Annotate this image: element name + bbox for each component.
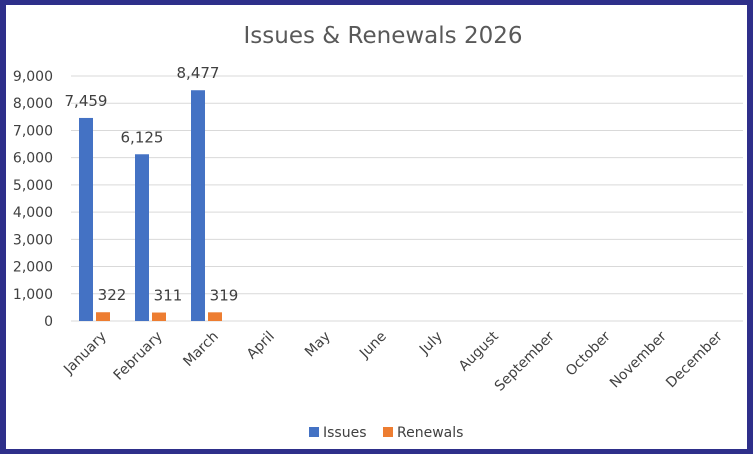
chart-frame: Issues & Renewals 2026 0 1,000 2,000 3,000 4… — [6, 5, 747, 449]
x-tick-label: June — [356, 329, 390, 363]
y-tick-label: 0 — [44, 314, 53, 330]
renewals-bar-february — [152, 312, 166, 321]
bars — [79, 90, 222, 322]
x-tick-label: December — [663, 328, 726, 391]
data-label: 311 — [154, 287, 183, 305]
x-tick-label: July — [416, 329, 446, 359]
x-axis-ticks: January February March April May June July Augu… — [60, 328, 726, 394]
issues-bar-february — [135, 154, 149, 321]
y-tick-label: 9,000 — [13, 69, 53, 85]
data-label: 7,459 — [65, 92, 108, 110]
x-tick-label: November — [607, 328, 670, 391]
data-label: 6,125 — [121, 128, 164, 146]
y-axis-ticks: 0 1,000 2,000 3,000 4,000 5,000 6,000 7,000 8,00… — [13, 69, 53, 330]
y-tick-label: 4,000 — [13, 205, 53, 221]
gridlines — [71, 75, 743, 322]
y-tick-label: 1,000 — [13, 287, 53, 303]
x-tick-label: October — [563, 328, 614, 379]
chart-title: Issues & Renewals 2026 — [244, 23, 523, 49]
x-tick-label: September — [492, 328, 558, 394]
y-tick-label: 6,000 — [13, 151, 53, 167]
bar-chart: Issues & Renewals 2026 0 1,000 2,000 3,000 4… — [13, 23, 743, 441]
data-label: 319 — [210, 286, 239, 304]
y-tick-label: 5,000 — [13, 178, 53, 194]
data-label: 8,477 — [177, 64, 220, 82]
y-tick-label: 7,000 — [13, 123, 53, 139]
y-tick-label: 2,000 — [13, 260, 53, 276]
renewals-legend-swatch — [383, 427, 393, 437]
issues-bar-january — [79, 117, 93, 321]
renewals-legend-label: Renewals — [397, 425, 463, 441]
x-tick-label: March — [180, 329, 221, 370]
data-label: 322 — [98, 286, 127, 304]
issues-legend-label: Issues — [323, 425, 367, 441]
y-tick-label: 3,000 — [13, 232, 53, 248]
x-tick-label: January — [60, 329, 110, 379]
legend: Issues Renewals — [309, 425, 463, 441]
x-tick-label: April — [244, 329, 278, 363]
x-tick-label: May — [302, 329, 334, 361]
issues-bar-march — [191, 90, 205, 322]
issues-legend-swatch — [309, 427, 319, 437]
x-tick-label: February — [111, 329, 166, 384]
y-tick-label: 8,000 — [13, 96, 53, 112]
data-labels: 7,459 6,125 8,477 322 311 319 — [65, 64, 239, 304]
renewals-bar-january — [96, 312, 110, 321]
x-tick-label: August — [456, 328, 502, 374]
renewals-bar-march — [208, 312, 222, 321]
